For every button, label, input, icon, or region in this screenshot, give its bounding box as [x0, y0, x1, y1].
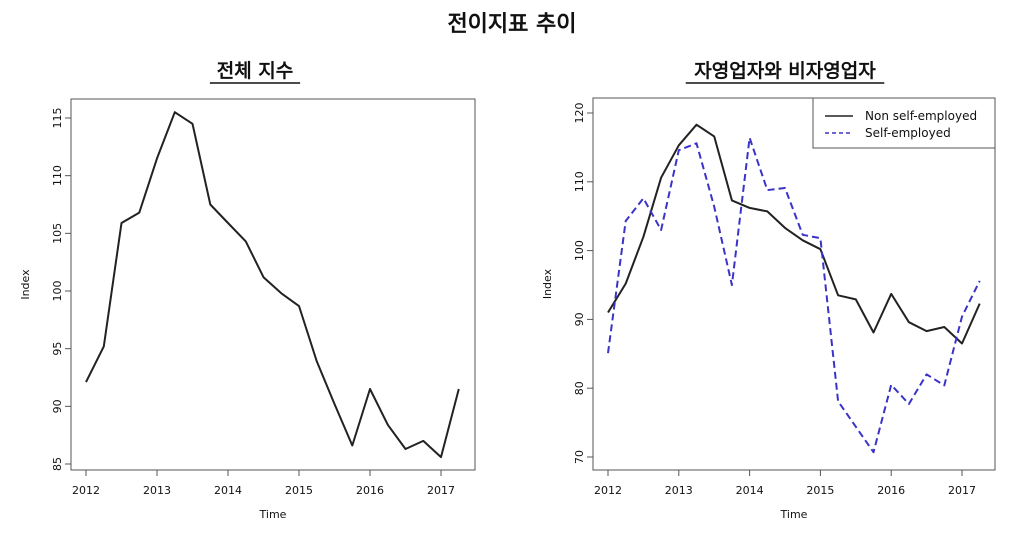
y-tick-label: 100 [51, 281, 64, 302]
series-line-self-employed [607, 136, 981, 454]
y-tick-label: 90 [573, 312, 586, 326]
plot-frame [70, 98, 476, 471]
y-tick-label: 110 [51, 165, 64, 186]
y-tick-label: 80 [573, 381, 586, 395]
x-tick-label: 2016 [877, 484, 905, 497]
y-tick-label: 70 [573, 450, 586, 464]
x-tick-label: 2014 [736, 484, 764, 497]
y-tick-label: 115 [51, 108, 64, 129]
x-tick-label: 2017 [427, 484, 455, 497]
x-tick-label: 2013 [665, 484, 693, 497]
panel-total-index: 전체 지수 2012 2013 2014 2015 2016 2017 85 90 95 100 10… [19, 60, 476, 521]
x-tick-label: 2012 [72, 484, 100, 497]
series-line-index [85, 111, 460, 459]
plot-frame [592, 97, 996, 471]
x-tick-label: 2014 [214, 484, 242, 497]
series-line-non-self-employed [607, 123, 981, 345]
x-axis-label: Time [259, 508, 287, 521]
panel-title: 자영업자와 비자영업자 [694, 60, 876, 82]
x-tick-label: 2016 [356, 484, 384, 497]
y-tick-label: 90 [51, 399, 64, 413]
y-tick-label: 120 [573, 103, 586, 124]
y-axis-label: Index [541, 268, 554, 299]
y-axis-label: Index [19, 269, 32, 300]
y-tick-label: 110 [573, 171, 586, 192]
legend-label: Self-employed [865, 126, 951, 140]
y-tick-label: 85 [51, 457, 64, 471]
y-tick-label: 105 [51, 223, 64, 244]
x-axis-label: Time [780, 508, 808, 521]
legend-box [812, 97, 996, 149]
figure-title: 전이지표 추이 [447, 12, 576, 37]
x-tick-label: 2015 [285, 484, 313, 497]
y-tick-label: 95 [51, 342, 64, 356]
panel-self-employment: 자영업자와 비자영업자 2012 2013 2014 2015 2016 2017 70 80 9… [541, 60, 996, 521]
panel-title: 전체 지수 [217, 60, 294, 82]
x-tick-label: 2017 [948, 484, 976, 497]
x-tick-label: 2012 [594, 484, 622, 497]
y-tick-label: 100 [573, 240, 586, 261]
x-tick-label: 2015 [806, 484, 834, 497]
x-tick-label: 2013 [143, 484, 171, 497]
legend-label: Non self-employed [865, 109, 977, 123]
